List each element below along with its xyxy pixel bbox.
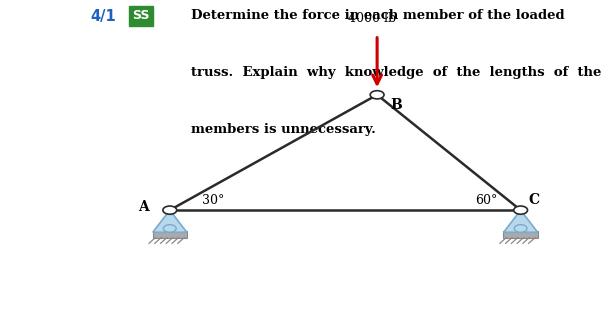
Text: 4/1: 4/1 bbox=[90, 9, 116, 24]
Text: 60°: 60° bbox=[475, 194, 498, 207]
Text: truss.  Explain  why  knowledge  of  the  lengths  of  the: truss. Explain why knowledge of the leng… bbox=[191, 66, 601, 79]
Circle shape bbox=[514, 206, 527, 214]
Circle shape bbox=[370, 91, 384, 99]
Circle shape bbox=[163, 206, 177, 214]
Text: C: C bbox=[529, 193, 540, 207]
Text: members is unnecessary.: members is unnecessary. bbox=[191, 123, 376, 136]
Polygon shape bbox=[503, 210, 538, 232]
Text: 4000 lb: 4000 lb bbox=[348, 12, 396, 25]
Circle shape bbox=[163, 225, 176, 232]
Circle shape bbox=[514, 225, 527, 232]
Text: 30°: 30° bbox=[202, 194, 224, 207]
Text: SS: SS bbox=[133, 9, 150, 22]
Text: B: B bbox=[390, 98, 402, 112]
Bar bbox=[153, 231, 187, 238]
Text: Determine the force in each member of the loaded: Determine the force in each member of th… bbox=[191, 9, 565, 22]
Polygon shape bbox=[153, 210, 187, 232]
Text: A: A bbox=[138, 200, 148, 214]
Bar bbox=[503, 231, 538, 238]
